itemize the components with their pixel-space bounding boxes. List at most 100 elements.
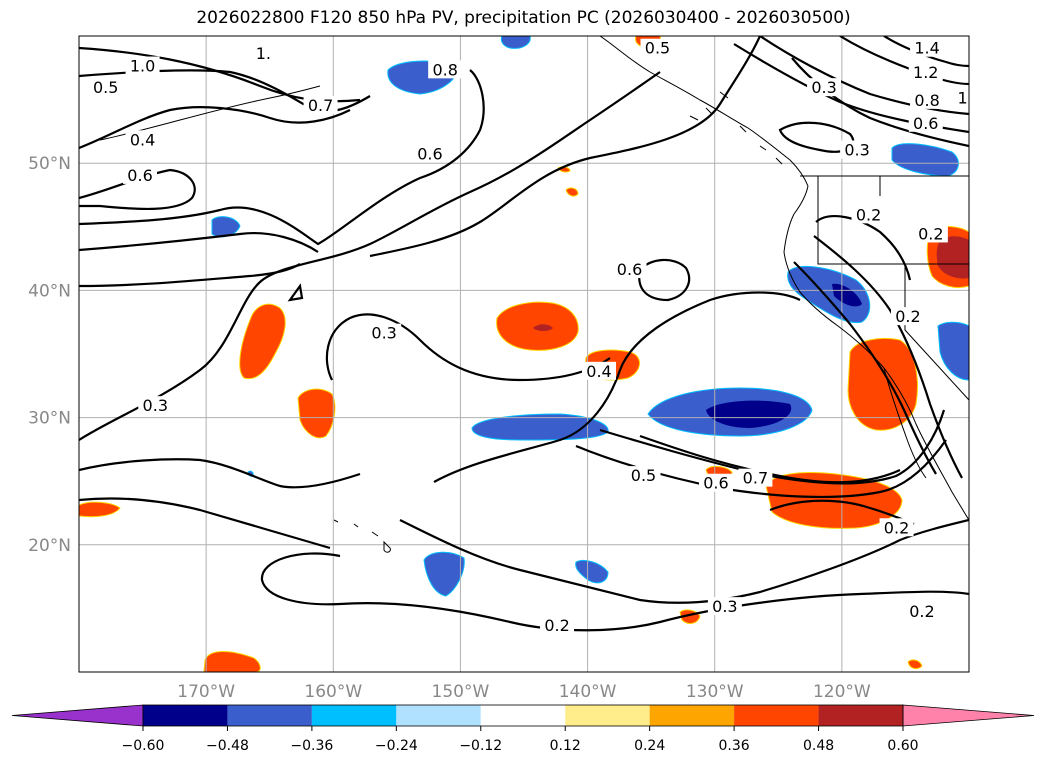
precip-area: [575, 559, 609, 584]
contour-label-bg: [582, 361, 617, 380]
precip-area: [937, 321, 969, 381]
contour-label: 0.6: [417, 144, 442, 163]
west-coast-na: [783, 185, 969, 521]
map-frame: [78, 35, 970, 673]
contour-label-bg: [88, 78, 123, 97]
pv-contour: [883, 36, 969, 68]
pv-contour: [369, 36, 762, 258]
pv-contour: [759, 36, 969, 116]
lon-tick-label: 120°W: [813, 682, 871, 702]
colorbar-swatch: [480, 705, 566, 726]
precip-area: [936, 236, 969, 279]
pv-contour: [399, 518, 969, 604]
contour-label: 0.5: [93, 78, 118, 97]
contour-label: 0.2: [544, 616, 569, 635]
pv-contour: [79, 497, 331, 550]
contour-label-bg: [612, 260, 647, 279]
contour-label: 0.2: [884, 518, 909, 537]
contour-label-bg: [840, 140, 875, 159]
hawaii-islands: [333, 519, 391, 553]
contour-label-bg: [251, 43, 276, 62]
longitude-labels: 170°W 160°W 150°W 140°W 130°W 120°W: [177, 682, 871, 702]
colorbar-swatch: [227, 705, 312, 726]
contour-label-bg: [125, 56, 160, 75]
contour-label: 0.2: [918, 224, 943, 243]
contour-label-bg: [913, 224, 948, 243]
state-borders: [800, 175, 969, 401]
lon-tick-label: 150°W: [432, 682, 490, 702]
contour-label-bg: [904, 602, 939, 621]
colorbar-extend-high: [902, 704, 1035, 727]
pv-contour: [575, 439, 947, 499]
contour-label: 0.5: [631, 466, 656, 485]
contour-label-bg: [953, 88, 969, 107]
contour-labels: 1.0 0.5 0.7 0.8 0.4 0.6 0.6 0.6 0.3 0.3 0.4 0.5 0.6 0…: [88, 38, 973, 635]
precip-area: [907, 659, 923, 670]
contour-label-bg: [890, 307, 925, 326]
precip-area: [832, 283, 862, 307]
pv-contour: [79, 69, 485, 246]
contour-label-bg: [303, 95, 338, 114]
lon-tick-label: 140°W: [559, 682, 617, 702]
contour-label-bg: [908, 113, 943, 132]
contour-label: 0.6: [127, 166, 152, 185]
lat-tick-label: 20°N: [28, 536, 71, 556]
contour-label-bg: [412, 144, 447, 163]
contour-label: 0.4: [586, 362, 611, 381]
precip-area: [706, 400, 792, 428]
contour-label-bg: [910, 90, 945, 109]
pv-contour: [79, 232, 319, 253]
pv-contour: [638, 258, 691, 302]
colorbar-swatch: [734, 705, 819, 726]
precip-area: [533, 324, 553, 331]
contour-label: 0.2: [895, 307, 920, 326]
pv-contour: [79, 106, 351, 150]
contour-label-bg: [707, 597, 742, 616]
colorbar-tick-label: 0.12: [550, 738, 581, 754]
pv-contour: [433, 291, 801, 483]
contour-label-bg: [123, 165, 158, 184]
map-title: 2026022800 F120 850 hPa PV, precipitatio…: [196, 8, 851, 28]
precip-area: [239, 303, 286, 380]
colorbar-swatch: [396, 705, 481, 726]
colorbar-extend-low: [11, 704, 144, 727]
contour-label-bg: [910, 38, 945, 57]
contour-label-bg: [138, 396, 173, 415]
latitude-labels: 50°N 40°N 30°N 20°N: [28, 154, 71, 556]
contour-label-bg: [640, 38, 675, 57]
precip-area: [500, 36, 531, 49]
contour-label: 0.3: [811, 78, 836, 97]
contour-label: 0.2: [856, 205, 881, 224]
pv-contour: [815, 215, 912, 281]
contour-label: 0.5: [645, 39, 670, 58]
contour-label-bg: [698, 473, 733, 492]
precip-area: [787, 266, 871, 324]
contour-label: 0.3: [143, 396, 168, 415]
contour-label: 1.0: [130, 57, 155, 76]
contour-label: 1.4: [914, 39, 939, 58]
precip-area: [565, 187, 579, 197]
colorbar-tick-label: −0.60: [122, 738, 165, 754]
colorbar-swatch: [565, 705, 650, 726]
contour-label: 0.7: [308, 96, 333, 115]
colorbar-tick-label: 0.36: [719, 738, 750, 754]
contour-label-bg: [908, 62, 943, 81]
contour-label: 1.: [958, 88, 973, 107]
contour-label: 0.8: [432, 60, 457, 79]
colorbar-tick-label: 0.60: [887, 738, 918, 754]
contour-label: 0.6: [703, 474, 728, 493]
lat-tick-label: 50°N: [28, 154, 71, 174]
pv-contour: [260, 552, 969, 632]
alaska-islands: [689, 91, 783, 165]
contour-label-bg: [738, 468, 773, 487]
contour-label-bg: [540, 616, 575, 635]
precip-area: [891, 143, 959, 177]
contour-label: 0.3: [371, 324, 396, 343]
precip-area: [79, 501, 121, 518]
contour-label: 0.6: [913, 114, 938, 133]
lat-tick-label: 40°N: [28, 281, 71, 301]
pv-contour: [793, 261, 937, 475]
contour-label: 0.8: [914, 91, 939, 110]
